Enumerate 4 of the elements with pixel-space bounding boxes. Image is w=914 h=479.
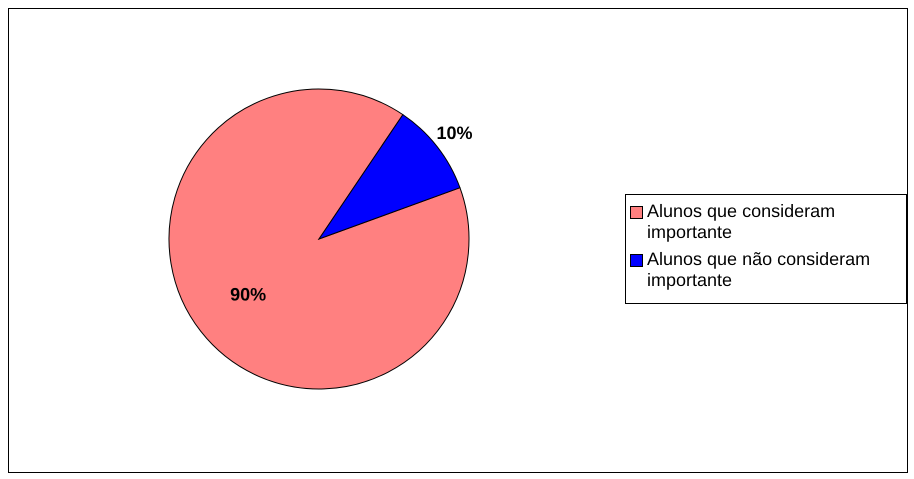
legend-label: Alunos que consideram importante bbox=[647, 201, 836, 243]
data-label: 90% bbox=[230, 284, 266, 304]
legend-label: Alunos que não consideram importante bbox=[647, 249, 872, 291]
data-label: 10% bbox=[436, 123, 473, 144]
